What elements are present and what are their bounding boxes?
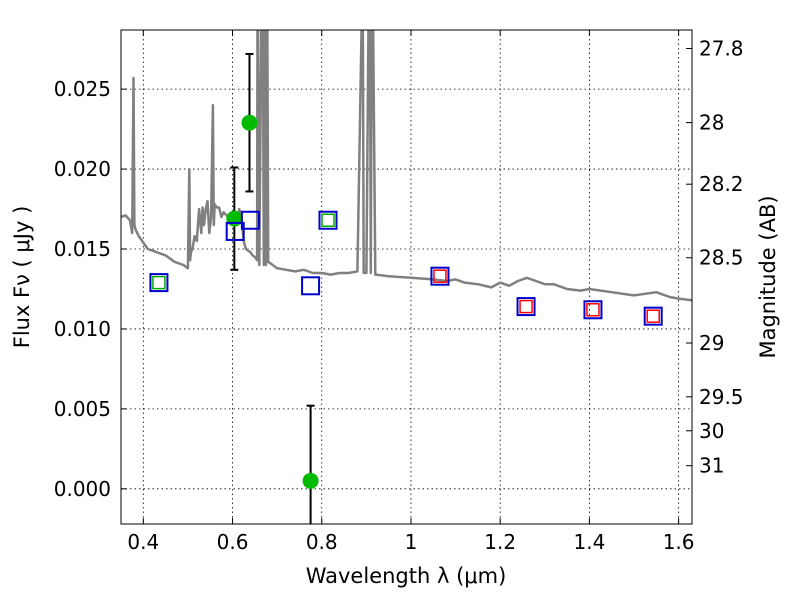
- x-axis-label: Wavelength λ (μm): [306, 564, 507, 588]
- right-tick-label: 29.5: [699, 385, 744, 409]
- plot-area: [121, 30, 692, 524]
- right-tick-label: 28: [699, 111, 724, 135]
- y-axis-label: Flux Fν ( μJy ): [10, 206, 34, 349]
- nir-band-square: [433, 269, 447, 283]
- plot-frame: [120, 29, 693, 525]
- right-tick-label: 29: [699, 331, 724, 355]
- y-tick-label: 0.015: [54, 237, 111, 261]
- right-tick-label: 28.5: [699, 246, 744, 270]
- right-tick-label: 31: [699, 454, 724, 478]
- optical-band-square: [152, 275, 166, 290]
- right-tick-label: 27.8: [699, 37, 744, 61]
- x-tick-label: 1.6: [663, 530, 695, 554]
- right-tick-label: 28.2: [699, 172, 744, 196]
- model-point-square: [149, 273, 169, 293]
- x-tick-label: 1.4: [573, 530, 605, 554]
- model-point-square: [516, 297, 536, 317]
- model-point-square: [225, 221, 245, 241]
- x-tick-label: 1: [405, 530, 418, 554]
- x-tick-label: 1.2: [484, 530, 516, 554]
- optical-band-square: [321, 213, 335, 227]
- grid: [121, 30, 692, 524]
- y-tick-label: 0.000: [54, 477, 111, 501]
- nir-band-square: [586, 303, 600, 317]
- x-tick-label: 0.4: [127, 530, 159, 554]
- axis-ticks: 0.4 0.6 0.8 1 1.2 1.4 1.6 0.000 0.005 0.010 0.015 0…: [54, 30, 744, 554]
- y-tick-label: 0.020: [54, 157, 111, 181]
- observed-point: [241, 114, 258, 131]
- y-tick-label: 0.005: [54, 397, 111, 421]
- x-tick-label: 0.8: [306, 530, 338, 554]
- model-point-square: [643, 306, 663, 326]
- model-point-square: [318, 210, 338, 230]
- model-point-square: [430, 266, 450, 286]
- model-point-square: [583, 300, 603, 320]
- sed-model-line: [121, 30, 692, 302]
- right-tick-label: 30: [699, 419, 724, 443]
- y-right-axis-label: Magnitude (AB): [756, 195, 780, 358]
- x-tick-label: 0.6: [217, 530, 249, 554]
- model-point-square: [301, 276, 321, 296]
- model-point-square: [240, 210, 260, 230]
- nir-band-square: [519, 299, 533, 314]
- y-tick-label: 0.025: [54, 77, 111, 101]
- y-tick-label: 0.010: [54, 317, 111, 341]
- observed-point: [302, 472, 319, 489]
- nir-band-square: [646, 309, 660, 323]
